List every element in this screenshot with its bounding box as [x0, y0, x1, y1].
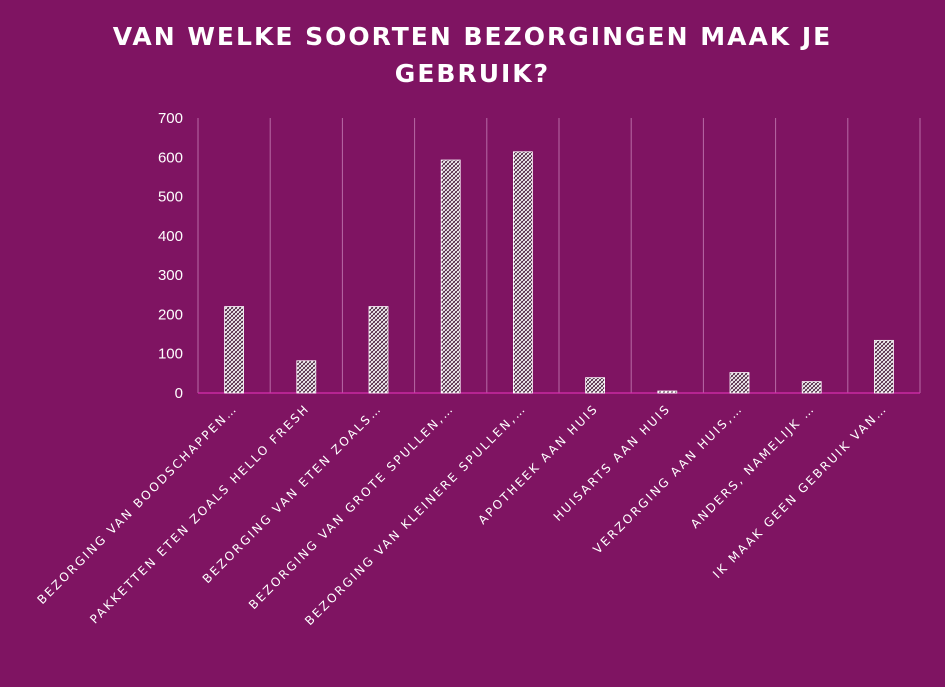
bar: [513, 151, 533, 394]
x-tick-label: HUISARTS AAN HUIS: [551, 401, 674, 524]
bar: [657, 390, 678, 394]
bar: [440, 159, 461, 394]
y-tick-label: 500: [158, 189, 183, 206]
gridlines: [197, 118, 921, 393]
bar: [585, 377, 605, 394]
bar: [368, 306, 389, 394]
x-tick-label: APOTHEEK AAN HUIS: [475, 401, 601, 527]
bar: [801, 381, 822, 394]
y-tick-label: 600: [158, 149, 183, 166]
y-tick-label: 200: [158, 306, 183, 323]
x-tick-label: VERZORGING AAN HUIS,…: [590, 401, 745, 556]
y-tick-label: 100: [158, 346, 183, 363]
bars: [224, 151, 894, 394]
y-tick-label: 700: [158, 110, 183, 127]
bar: [729, 372, 750, 394]
y-tick-label: 400: [158, 228, 183, 245]
chart-title: VAN WELKE SOORTEN BEZORGINGEN MAAK JE GE…: [112, 22, 833, 88]
bar: [874, 339, 894, 394]
bar: [224, 306, 245, 394]
bar: [296, 360, 317, 394]
x-tick-label: ANDERS, NAMELIJK …: [688, 401, 818, 531]
y-tick-label: 300: [158, 267, 183, 284]
y-tick-label: 0: [175, 385, 183, 402]
